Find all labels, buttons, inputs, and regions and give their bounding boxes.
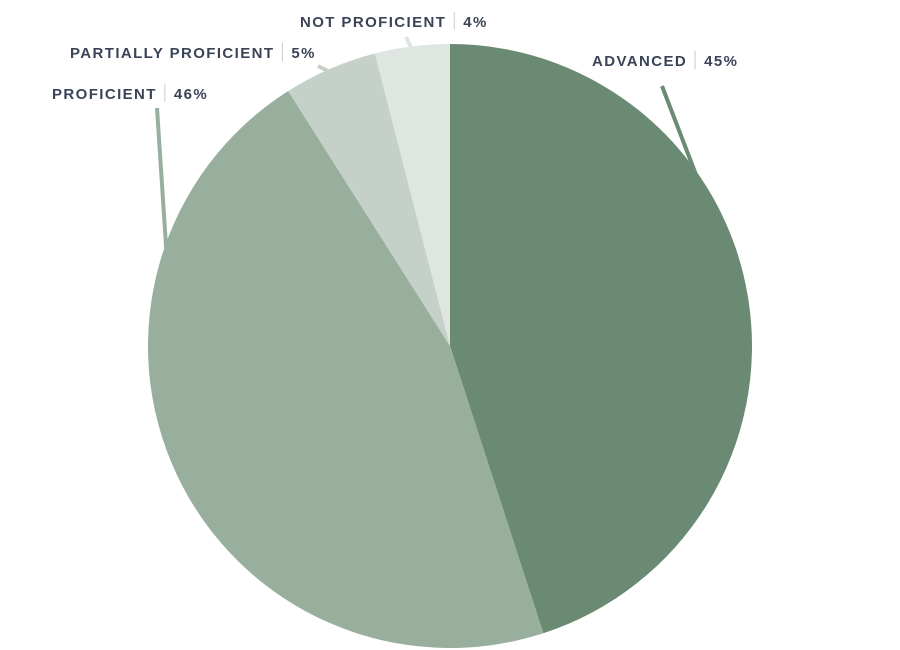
slice-label-name: PROFICIENT bbox=[52, 86, 157, 103]
slice-label-proficient: PROFICIENT 46% bbox=[52, 84, 208, 103]
pie-slices bbox=[147, 44, 752, 649]
slice-label-value: 4% bbox=[463, 14, 487, 31]
leader-lines bbox=[155, 36, 746, 473]
pie-slice-advanced bbox=[450, 44, 752, 634]
pie-slice-proficient bbox=[147, 91, 544, 649]
slice-label-advanced: ADVANCED 45% bbox=[592, 51, 738, 70]
slice-label-value: 46% bbox=[174, 86, 208, 103]
slice-label-value: 5% bbox=[291, 45, 315, 62]
leader-line-advanced bbox=[660, 85, 746, 301]
slice-labels: ADVANCED 45% PROFICIENT 46% PARTIALLY PROFIC… bbox=[52, 12, 738, 103]
slice-label-partially-proficient: PARTIALLY PROFICIENT 5% bbox=[70, 43, 315, 62]
leader-line-proficient bbox=[155, 107, 183, 473]
slice-label-value: 45% bbox=[704, 53, 738, 70]
leader-line-partially-proficient bbox=[317, 64, 333, 75]
leader-line-not-proficient bbox=[404, 36, 415, 52]
slice-label-name: NOT PROFICIENT bbox=[300, 14, 446, 31]
pie-slice-partially-proficient bbox=[288, 53, 450, 347]
slice-label-not-proficient: NOT PROFICIENT 4% bbox=[300, 12, 487, 31]
pie-slice-not-proficient bbox=[374, 44, 450, 346]
slice-label-name: ADVANCED bbox=[592, 53, 687, 70]
slice-label-name: PARTIALLY PROFICIENT bbox=[70, 45, 274, 62]
